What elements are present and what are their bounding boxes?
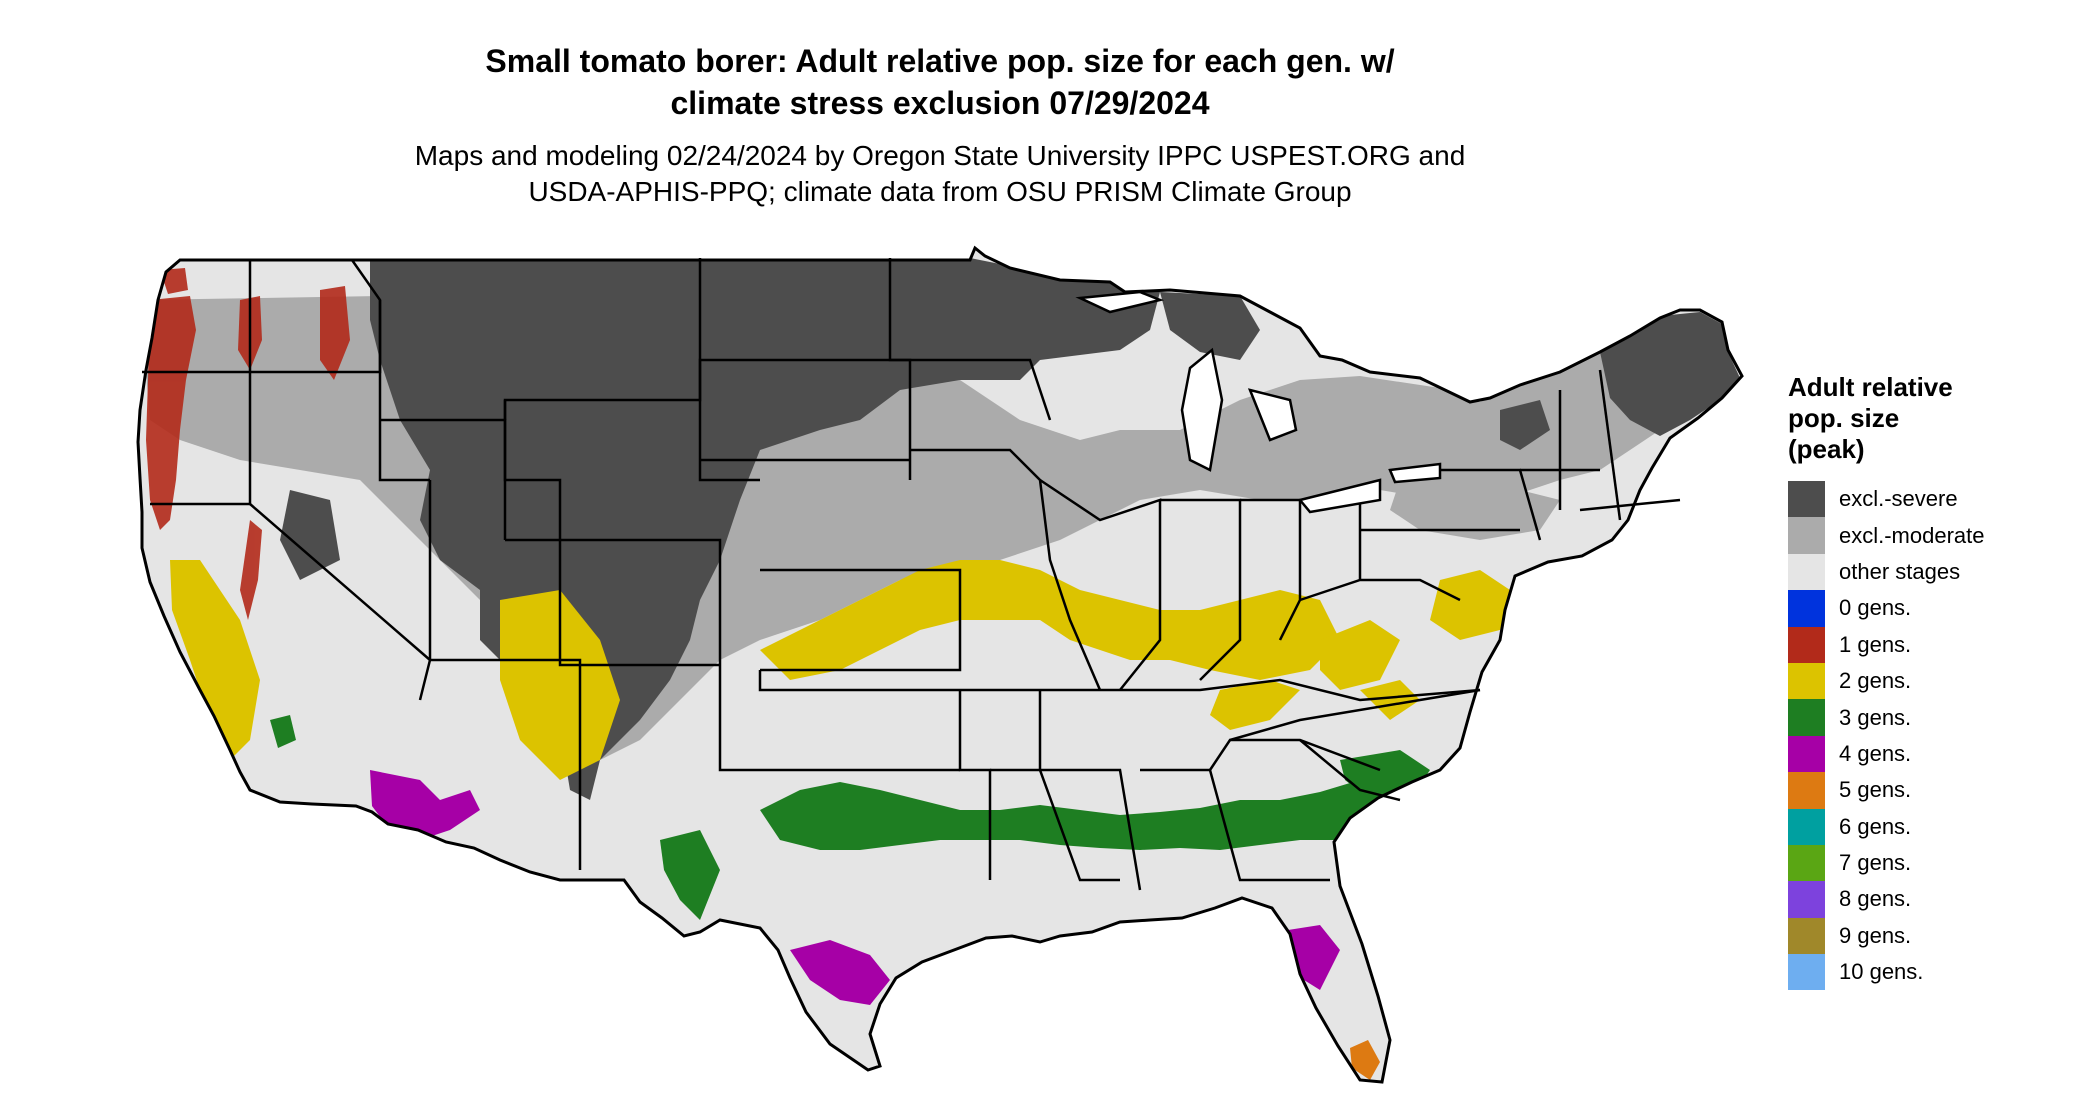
legend-swatch [1788,881,1825,918]
map-legend: Adult relative pop. size (peak) excl.-se… [1788,372,2088,991]
legend-item: 8 gens. [1788,881,2088,918]
legend-swatch [1788,626,1825,663]
legend-swatch [1788,954,1825,991]
legend-item: 0 gens. [1788,590,2088,627]
map-subtitle-line2: USDA-APHIS-PPQ; climate data from OSU PR… [528,176,1352,207]
legend-swatch [1788,517,1825,554]
legend-label: 8 gens. [1839,886,1912,912]
legend-item: 1 gens. [1788,626,2088,663]
legend-label: 5 gens. [1839,777,1912,803]
legend-items: excl.-severe excl.-moderate other stages 0 … [1788,481,2088,991]
map-title-line2: climate stress exclusion 07/29/2024 [670,85,1210,121]
legend-item: excl.-moderate [1788,517,2088,554]
legend-swatch [1788,808,1825,845]
map-subtitle-line1: Maps and modeling 02/24/2024 by Oregon S… [414,140,1466,171]
legend-label: 0 gens. [1839,595,1912,621]
legend-item: 6 gens. [1788,808,2088,845]
legend-swatch [1788,917,1825,955]
legend-label: excl.-severe [1839,486,1958,512]
legend-label: 2 gens. [1839,668,1912,694]
legend-item: 4 gens. [1788,735,2088,773]
legend-label: other stages [1839,558,1961,584]
legend-label: 1 gens. [1839,631,1912,657]
legend-label: 4 gens. [1839,740,1912,766]
legend-item: 5 gens. [1788,772,2088,809]
legend-swatch [1788,553,1825,591]
legend-title-line1: Adult relative [1788,372,1953,402]
legend-title-line3: (peak) [1788,434,1865,464]
legend-item: excl.-severe [1788,481,2088,518]
legend-label: 6 gens. [1839,813,1912,839]
legend-swatch [1788,699,1825,736]
legend-swatch [1788,481,1825,518]
legend-swatch [1788,844,1825,882]
legend-label: 10 gens. [1839,959,1924,985]
legend-label: excl.-moderate [1839,522,1985,548]
legend-swatch [1788,772,1825,809]
legend-item: 7 gens. [1788,844,2088,882]
us-map [136,246,1744,1084]
legend-item: 3 gens. [1788,699,2088,736]
legend-label: 9 gens. [1839,922,1912,948]
legend-swatch [1788,590,1825,627]
legend-label: 3 gens. [1839,704,1912,730]
legend-item: other stages [1788,553,2088,591]
legend-title-line2: pop. size [1788,403,1900,433]
legend-item: 10 gens. [1788,954,2088,991]
legend-item: 2 gens. [1788,662,2088,700]
legend-item: 9 gens. [1788,917,2088,955]
legend-swatch [1788,735,1825,773]
map-title-line1: Small tomato borer: Adult relative pop. … [485,43,1395,79]
legend-swatch [1788,662,1825,700]
legend-label: 7 gens. [1839,850,1912,876]
